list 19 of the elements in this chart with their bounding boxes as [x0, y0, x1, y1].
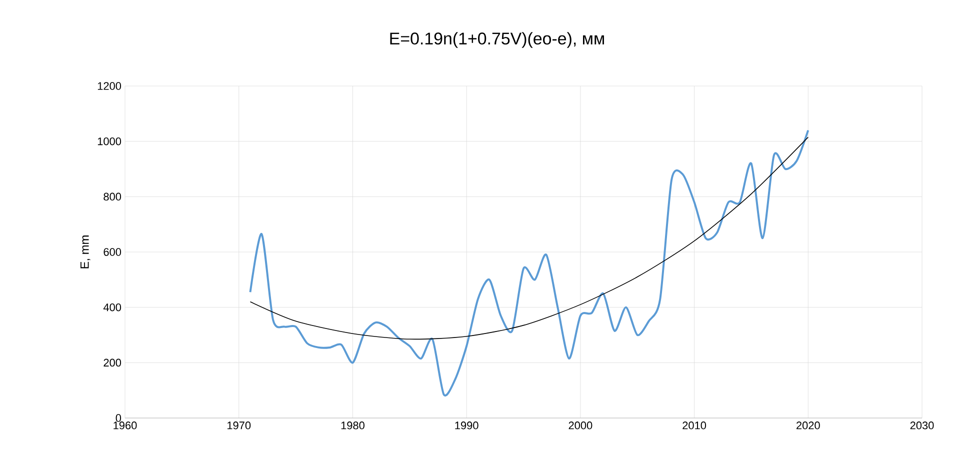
- line-series: [249, 129, 810, 396]
- x-tick-label: 1960: [114, 422, 137, 430]
- x-tick-label: 1990: [455, 422, 478, 430]
- y-tick-label: 400: [103, 303, 122, 312]
- x-tick-label: 1970: [228, 422, 251, 430]
- x-tick-label: 1980: [341, 422, 364, 430]
- x-tick-label: 2030: [910, 422, 934, 430]
- y-tick-label: 0: [116, 414, 122, 422]
- line-series: [250, 136, 809, 340]
- chart-title: E=0.19n(1+0.75V)(eo-e), мм: [390, 32, 604, 48]
- y-tick-label: 600: [104, 248, 122, 256]
- y-axis-title: E, mm: [80, 236, 90, 268]
- x-tick-label: 2020: [796, 422, 820, 430]
- y-tick-label: 800: [104, 192, 122, 201]
- y-tick-label: 200: [104, 358, 122, 367]
- y-tick-label: 1200: [98, 82, 122, 90]
- y-tick-label: 1000: [98, 137, 122, 146]
- x-tick-label: 2010: [682, 422, 706, 430]
- x-tick-label: 2000: [568, 422, 592, 430]
